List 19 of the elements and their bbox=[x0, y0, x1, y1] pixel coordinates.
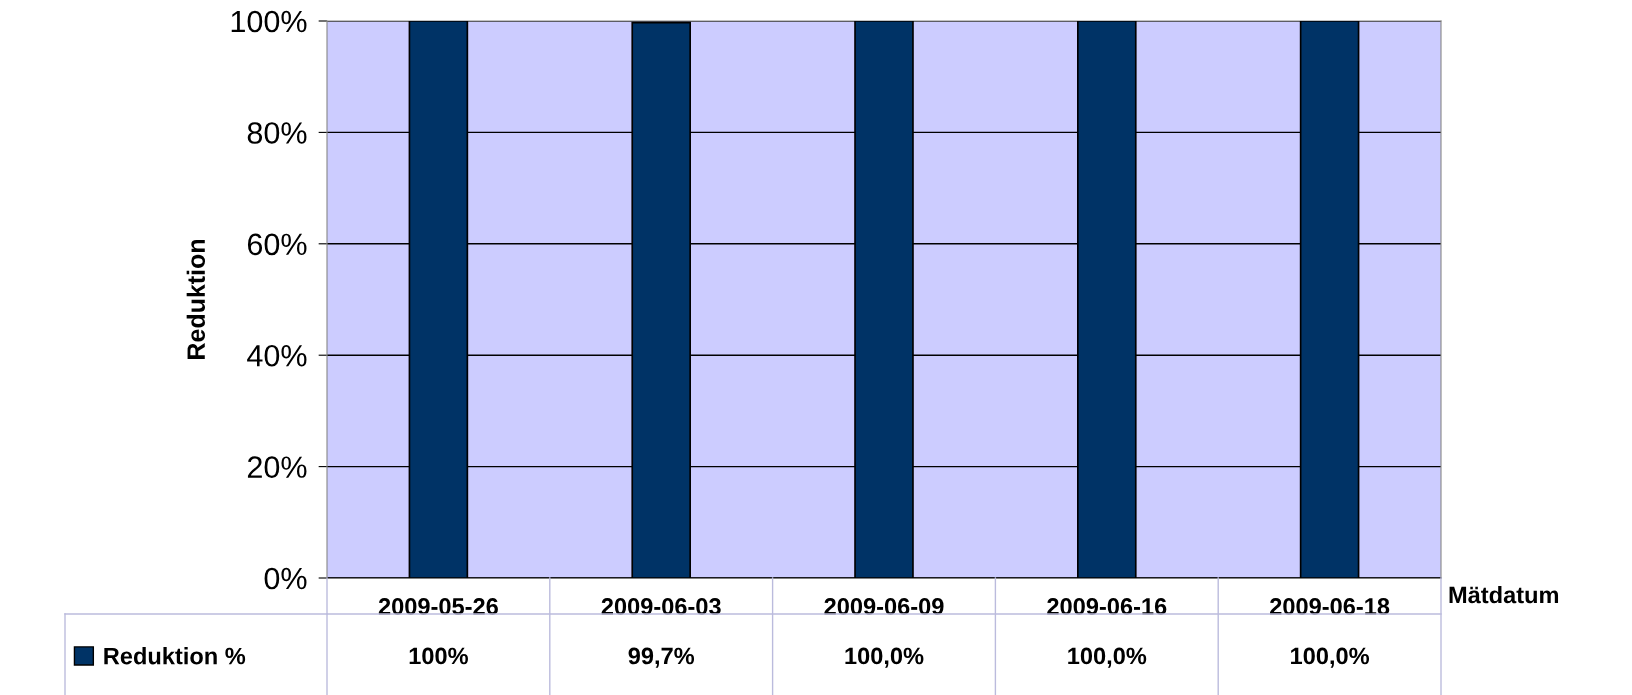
data-label: 100,0% bbox=[845, 647, 924, 668]
legend-label: Reduktion % bbox=[104, 647, 246, 665]
y-tick-label: 20% bbox=[247, 456, 307, 478]
data-label: 100,0% bbox=[1291, 647, 1370, 668]
data-label: 100,0% bbox=[1068, 647, 1147, 668]
x-axis-title: Mätdatum bbox=[1449, 585, 1559, 604]
x-tick-label: 2009-06-09 bbox=[824, 598, 944, 615]
data-label: 100% bbox=[409, 647, 468, 665]
data-label: 99,7% bbox=[628, 647, 695, 668]
x-tick-label: 2009-05-26 bbox=[378, 598, 498, 615]
y-tick-label: 0% bbox=[264, 567, 307, 590]
x-tick-label: 2009-06-03 bbox=[601, 598, 721, 615]
x-tick-label: 2009-06-16 bbox=[1047, 598, 1167, 615]
y-axis-title: Reduktion bbox=[186, 239, 206, 359]
y-tick-label: 100% bbox=[231, 10, 307, 33]
x-tick-label: 2009-06-18 bbox=[1270, 598, 1390, 615]
y-tick-label: 60% bbox=[247, 233, 307, 256]
y-tick-label: 80% bbox=[247, 122, 307, 144]
y-tick-label: 40% bbox=[247, 344, 307, 367]
